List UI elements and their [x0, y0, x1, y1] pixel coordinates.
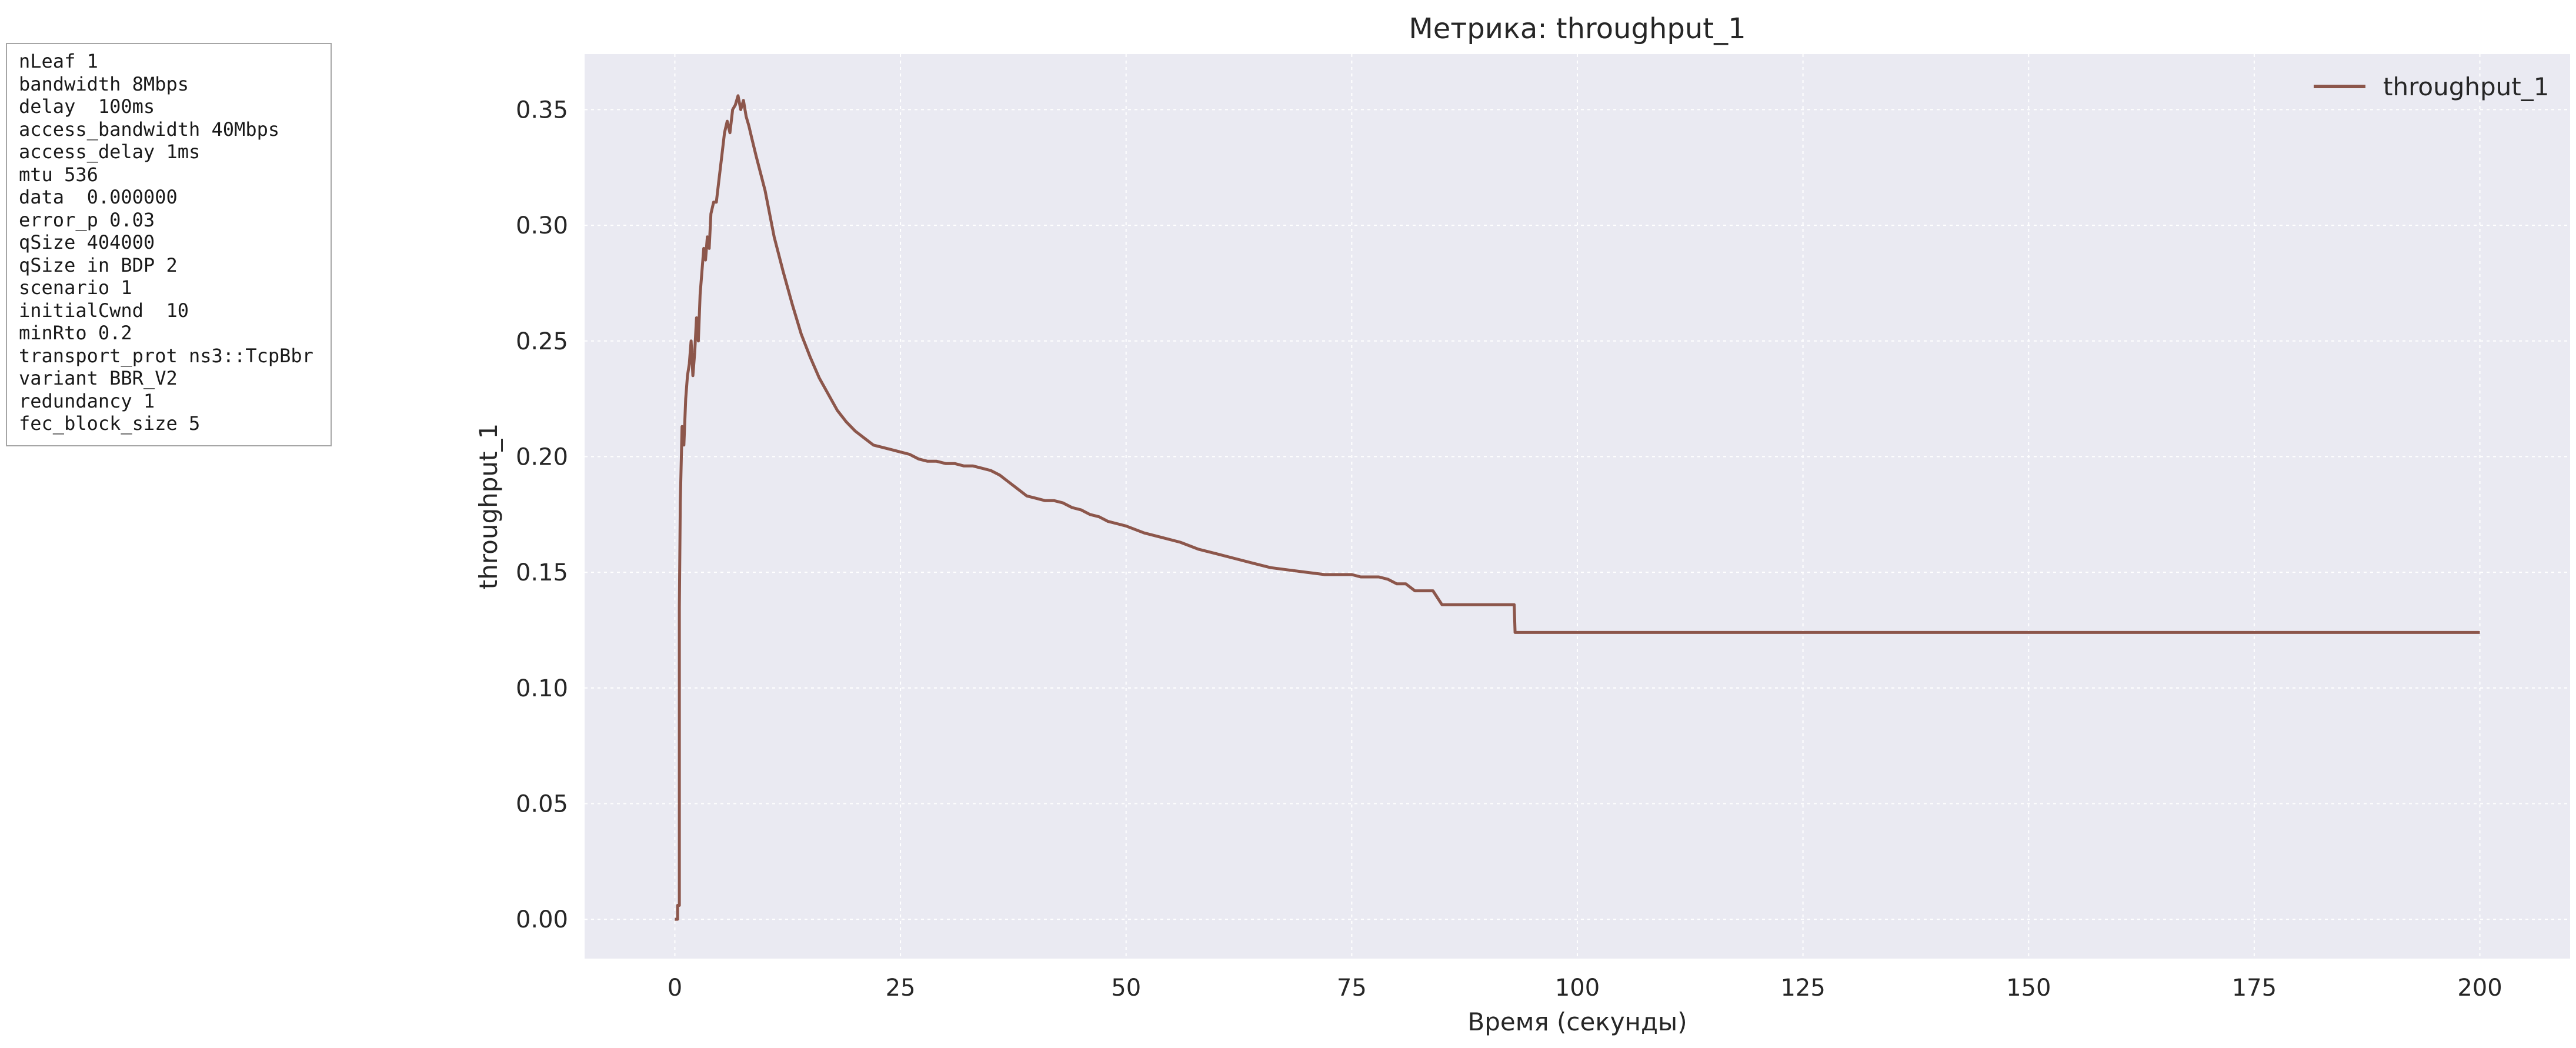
- series-line-throughput_1: [675, 94, 2480, 921]
- param-line: data 0.000000: [19, 186, 178, 208]
- param-line: nLeaf 1: [19, 50, 98, 72]
- param-line: minRto 0.2: [19, 322, 132, 344]
- x-tick-label: 0: [668, 974, 682, 1002]
- tick-labels: 0 25 50 75 100 125 150 175 200 0.00 0.05 0.10 0.15 0.…: [516, 96, 2502, 1002]
- param-line: error_p 0.03: [19, 208, 155, 231]
- x-tick-label: 50: [1111, 974, 1141, 1002]
- legend-label: throughput_1: [2383, 72, 2550, 101]
- legend: throughput_1: [2314, 72, 2550, 101]
- y-tick-label: 0.10: [516, 675, 568, 702]
- y-tick-label: 0.00: [516, 906, 568, 933]
- y-tick-label: 0.25: [516, 328, 568, 355]
- series-layer: [675, 94, 2480, 921]
- y-tick-label: 0.20: [516, 443, 568, 470]
- x-tick-label: 175: [2232, 974, 2277, 1002]
- plot-area: [585, 54, 2570, 959]
- param-line: access_delay 1ms: [19, 141, 201, 163]
- y-tick-label: 0.05: [516, 790, 568, 817]
- grid: [585, 54, 2570, 959]
- y-tick-label: 0.35: [516, 96, 568, 124]
- x-tick-label: 100: [1555, 974, 1600, 1002]
- param-line: delay 100ms: [19, 95, 155, 118]
- chart-title: Метрика: throughput_1: [1409, 12, 1746, 45]
- x-tick-label: 150: [2006, 974, 2051, 1002]
- x-tick-label: 200: [2457, 974, 2502, 1002]
- x-tick-label: 75: [1337, 974, 1367, 1002]
- param-line: redundancy 1: [19, 389, 155, 412]
- param-line: initialCwnd 10: [19, 299, 189, 322]
- x-axis-label: Время (секунды): [1467, 1007, 1687, 1036]
- param-line: fec_block_size 5: [19, 412, 201, 435]
- param-line: transport_prot ns3::TcpBbr: [19, 344, 313, 367]
- y-axis-label: throughput_1: [474, 423, 503, 590]
- param-line: qSize in BDP 2: [19, 253, 178, 276]
- param-line: qSize 404000: [19, 231, 155, 253]
- param-line: mtu 536: [19, 163, 98, 186]
- y-tick-label: 0.15: [516, 559, 568, 586]
- parameters-box: nLeaf 1 bandwidth 8Mbps delay 100ms access_…: [6, 43, 332, 446]
- x-tick-label: 25: [886, 974, 916, 1002]
- x-tick-label: 125: [1780, 974, 1825, 1002]
- param-line: access_bandwidth 40Mbps: [19, 118, 280, 141]
- param-line: variant BBR_V2: [19, 367, 178, 389]
- param-line: scenario 1: [19, 276, 132, 299]
- param-line: bandwidth 8Mbps: [19, 72, 189, 95]
- y-tick-label: 0.30: [516, 212, 568, 239]
